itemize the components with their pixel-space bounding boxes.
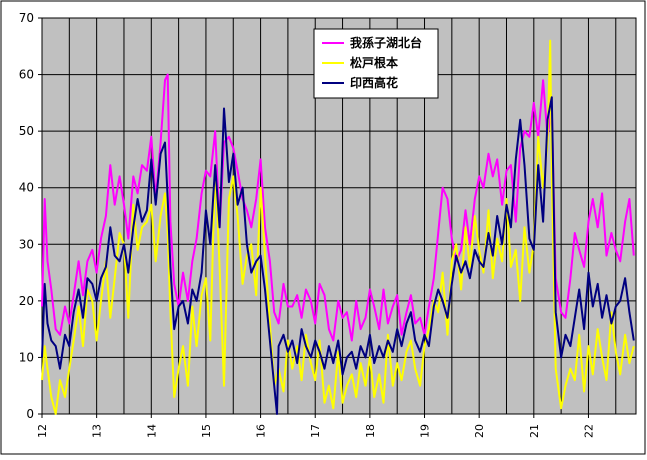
x-tick-label: 22 — [582, 424, 595, 438]
x-tick-label: 12 — [36, 424, 49, 438]
x-tick-label: 19 — [419, 424, 432, 438]
series-line-2 — [41, 39, 635, 415]
x-tick-label: 18 — [364, 424, 377, 438]
y-tick-label: 10 — [19, 350, 34, 364]
series-line-1 — [41, 73, 635, 342]
legend-label: 印西高花 — [350, 75, 398, 90]
y-tick-label: 20 — [19, 294, 34, 308]
y-tick-label: 60 — [19, 68, 34, 82]
legend-label: 松戸根本 — [350, 55, 398, 70]
plot-border — [41, 17, 637, 415]
series-lines — [41, 39, 635, 415]
x-tick-label: 17 — [309, 424, 322, 438]
axes: 0 10 20 30 40 50 60 70 12 13 14 15 16 17 18 19 20 21 22 — [19, 11, 637, 438]
x-tick-label: 16 — [255, 424, 268, 438]
y-tick-label: 70 — [19, 11, 34, 25]
series-line-3 — [41, 96, 635, 415]
y-tick-label: 40 — [19, 181, 34, 195]
x-tick-label: 14 — [145, 424, 158, 438]
x-tick-label: 21 — [528, 424, 541, 438]
y-tick-label: 0 — [26, 407, 34, 421]
y-tick-label: 50 — [19, 124, 34, 138]
legend-label: 我孫子湖北台 — [350, 35, 422, 50]
y-tick-label: 30 — [19, 237, 34, 251]
x-tick-label: 15 — [200, 424, 213, 438]
x-tick-label: 20 — [473, 424, 486, 438]
x-tick-label: 13 — [91, 424, 104, 438]
